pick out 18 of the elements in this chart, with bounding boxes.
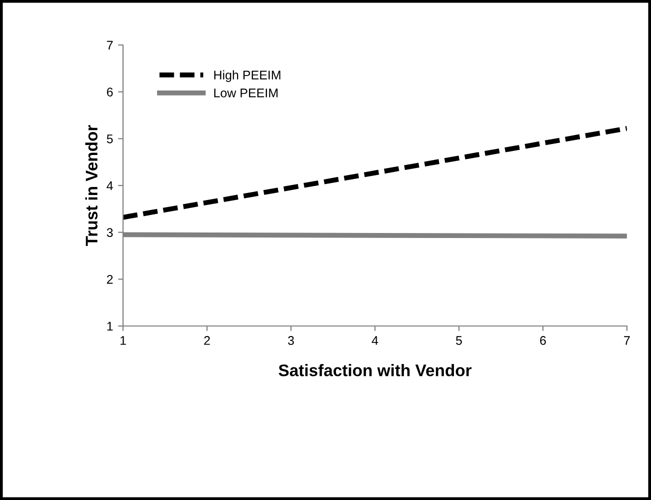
x-tick-label: 7 — [624, 336, 630, 345]
legend-label: Low PEEIM — [214, 88, 278, 98]
x-tick-label: 1 — [120, 336, 126, 345]
y-tick-label: 2 — [106, 274, 113, 284]
y-tick-label: 5 — [106, 134, 113, 144]
x-axis-title: Satisfaction with Vendor — [278, 364, 472, 376]
x-tick-label: 4 — [372, 336, 378, 345]
y-tick-label: 3 — [106, 228, 113, 237]
y-tick-label: 7 — [107, 40, 113, 50]
y-tick-label: 4 — [106, 181, 113, 190]
legend-label: High PEEIM — [214, 70, 280, 82]
x-tick-label: 2 — [204, 336, 210, 345]
x-tick-label: 3 — [288, 336, 294, 345]
y-tick-label: 6 — [107, 88, 113, 96]
y-axis-title: Trust in Vendor — [85, 125, 98, 246]
x-tick-label: 6 — [540, 336, 546, 345]
y-tick-label: 1 — [107, 322, 113, 331]
x-tick-label: 5 — [456, 336, 462, 345]
